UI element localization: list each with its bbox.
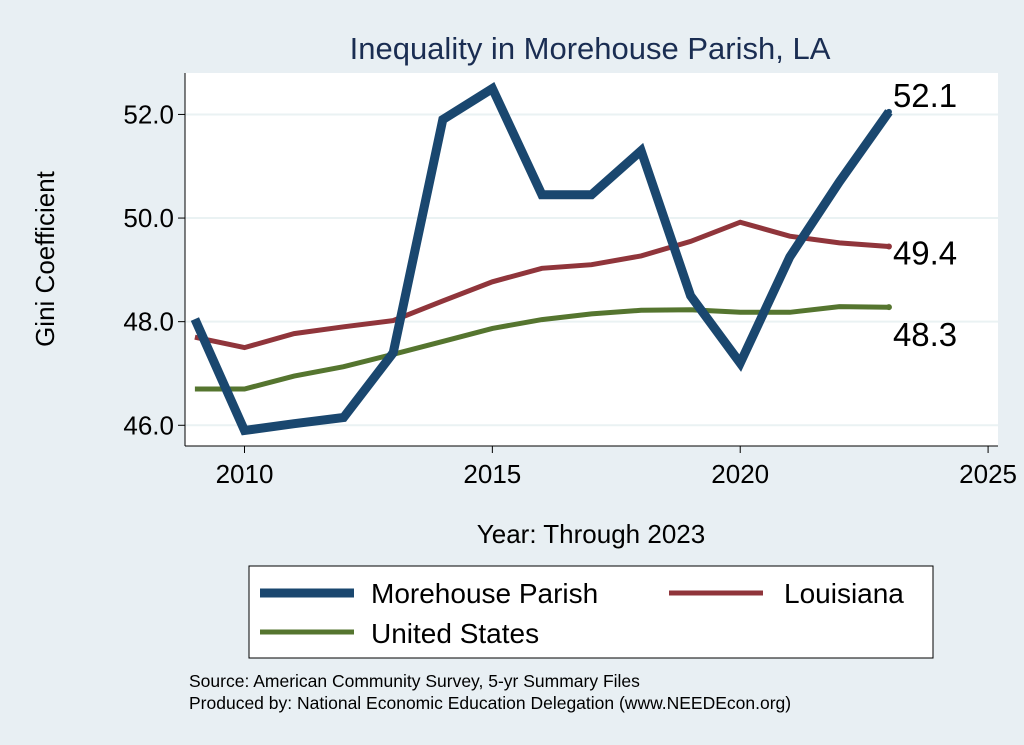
plot-area [185,73,998,446]
x-ticks: 2010 2015 2020 2025 [216,446,1017,489]
legend-label-united-states: United States [371,618,539,649]
endpoint-marker-united-states [885,304,892,311]
y-tick-label: 52.0 [123,99,174,129]
series-lines [190,81,893,436]
end-label-united-states: 48.3 [893,316,957,353]
gridlines [185,113,998,427]
legend-box [248,565,934,659]
series-line-morehouse-parish [190,81,893,436]
end-label-morehouse-parish: 52.1 [893,77,957,114]
endpoint-marker-morehouse-parish [885,108,892,115]
source-note: Source: American Community Survey, 5-yr … [189,671,640,691]
end-labels: 52.1 49.4 48.3 [893,77,957,353]
x-tick-label: 2025 [959,459,1017,489]
producer-note: Produced by: National Economic Education… [189,693,791,713]
y-tick-label: 48.0 [123,307,174,337]
y-axis-title: Gini Coefficient [30,170,60,347]
x-tick-label: 2015 [463,459,521,489]
y-tick-label: 50.0 [123,203,174,233]
x-axis-title: Year: Through 2023 [477,519,705,549]
end-label-louisiana: 49.4 [893,235,957,272]
endpoint-marker-louisiana [885,243,892,250]
legend-label-louisiana: Louisiana [784,578,904,609]
chart-title: Inequality in Morehouse Parish, LA [350,31,831,66]
x-tick-label: 2020 [711,459,769,489]
series-line-louisiana [194,219,890,351]
x-tick-label: 2010 [216,459,274,489]
series-line-united-states [194,304,889,392]
legend-label-morehouse: Morehouse Parish [371,578,598,609]
y-ticks: 46.0 48.0 50.0 52.0 [123,99,185,440]
y-tick-label: 46.0 [123,410,174,440]
